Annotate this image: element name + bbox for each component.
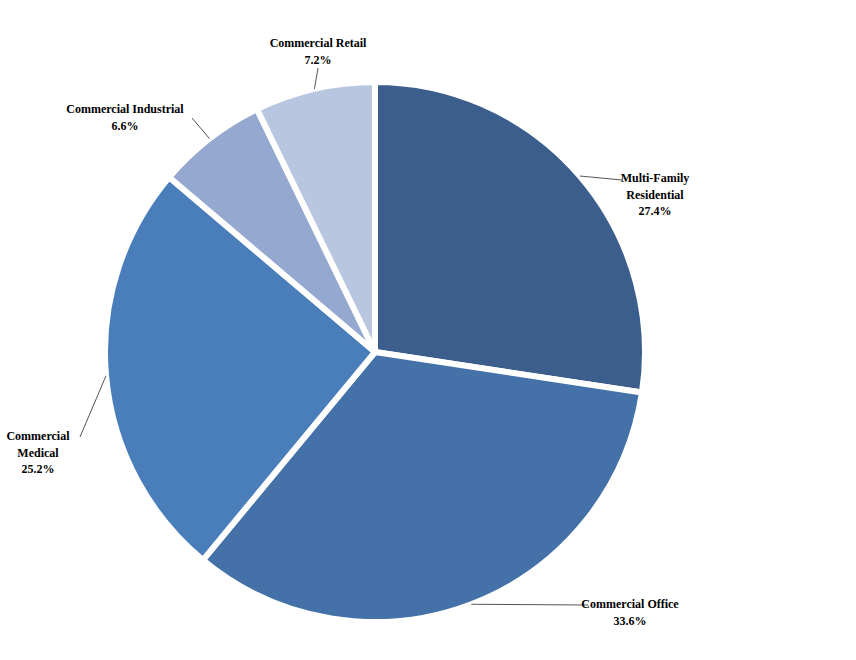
slice-label: Commercial Industrial	[66, 102, 184, 116]
data-label: 25.2%	[22, 462, 55, 476]
data-label: 7.2%	[305, 53, 332, 67]
leader-line	[80, 376, 106, 437]
leader-line	[192, 118, 210, 139]
data-label: 6.6%	[112, 119, 139, 133]
labels: Multi-FamilyResidential 27.4% Commercial O…	[6, 36, 689, 628]
pie-slice	[257, 82, 375, 352]
data-label: 27.4%	[639, 204, 672, 218]
leader-line	[314, 68, 318, 89]
slice-label: Commercial Office	[581, 597, 679, 611]
pie	[105, 82, 645, 622]
slice-label: Multi-FamilyResidential	[621, 171, 690, 202]
leader-line	[580, 176, 622, 180]
slice-label: Commercial Retail	[270, 36, 367, 50]
pie-slice	[375, 82, 645, 393]
leader-line	[471, 604, 588, 606]
chart: Multi-FamilyResidential 27.4% Commercial O…	[0, 0, 856, 660]
slice-label: CommercialMedical	[6, 429, 70, 460]
data-label: 33.6%	[614, 614, 647, 628]
